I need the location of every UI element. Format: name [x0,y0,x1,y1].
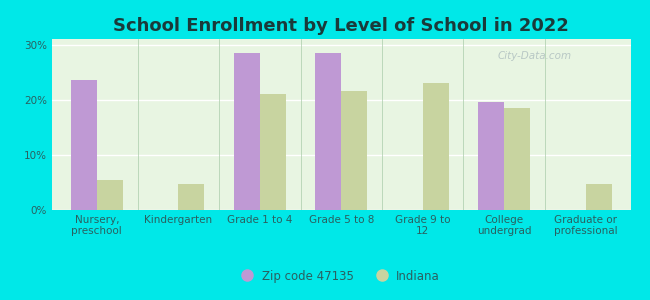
Bar [341,92,367,210]
Bar [504,108,530,210]
Text: City-Data.com: City-Data.com [497,51,571,61]
Bar [422,83,448,210]
Bar [97,180,123,210]
Bar [178,184,204,210]
Legend: Zip code 47135, Indiana: Zip code 47135, Indiana [239,266,443,286]
Bar [234,53,260,210]
Bar [315,53,341,210]
Bar [71,80,97,210]
Title: School Enrollment by Level of School in 2022: School Enrollment by Level of School in … [113,17,569,35]
Bar [260,94,286,210]
Bar [478,102,504,210]
Bar [586,184,612,210]
